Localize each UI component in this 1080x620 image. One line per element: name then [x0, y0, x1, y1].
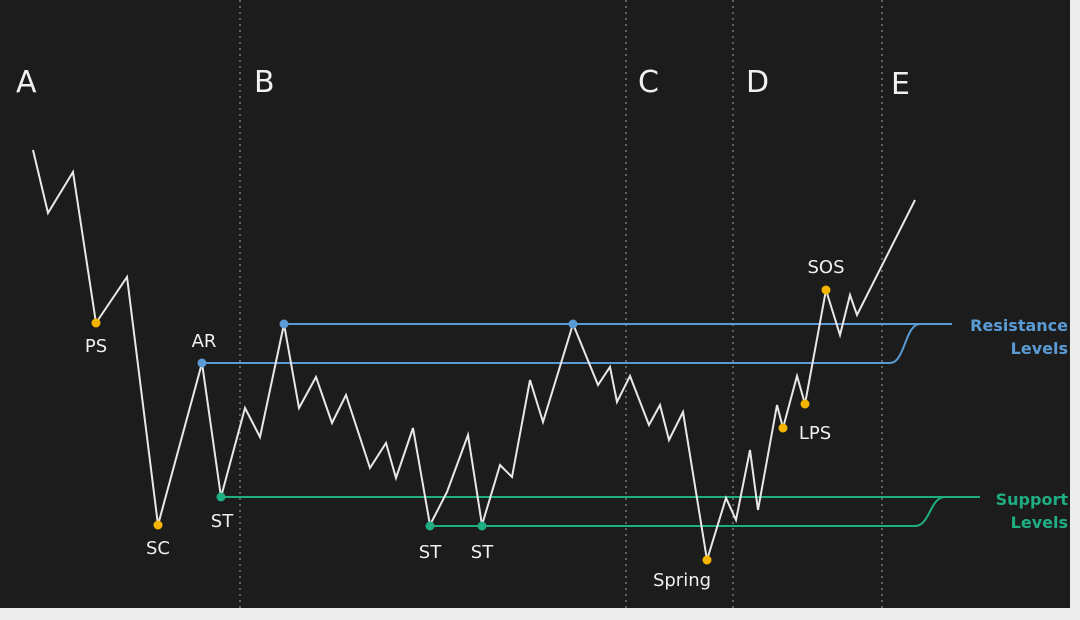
phase-label: C	[638, 65, 659, 100]
event-label: SC	[146, 538, 170, 559]
phase-label: A	[16, 65, 37, 100]
event-label: PS	[85, 336, 107, 357]
level-label: Resistance	[970, 316, 1068, 335]
level-label: Support	[996, 490, 1069, 509]
event-label: SOS	[807, 257, 844, 278]
event-label: ST	[471, 542, 494, 563]
event-label: ST	[211, 511, 234, 532]
event-label: LPS	[799, 423, 831, 444]
event-label: Spring	[653, 570, 711, 591]
event-label: AR	[192, 331, 217, 352]
level-label: Levels	[1011, 513, 1068, 532]
resistance-lines	[202, 323, 952, 364]
phase-label: B	[254, 65, 275, 100]
phase-label: E	[891, 67, 910, 102]
background	[0, 0, 1070, 608]
event-dots	[91, 285, 831, 565]
price-path	[32, 149, 916, 561]
phase-label: D	[746, 65, 769, 100]
event-label: ST	[419, 542, 442, 563]
level-label: Levels	[1011, 339, 1068, 358]
support-lines	[221, 496, 980, 527]
